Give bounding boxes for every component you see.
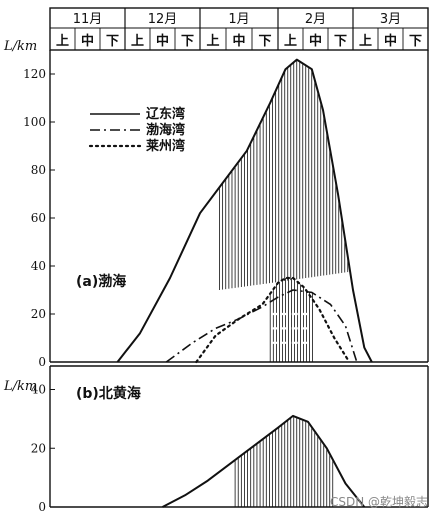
- decade-label: 上: [131, 34, 144, 49]
- legend-label: 辽东湾: [146, 106, 185, 122]
- legend-label: 莱州湾: [146, 138, 185, 154]
- y-tick-label: 40: [31, 383, 46, 397]
- watermark-text: CSDN @乾坤毅志: [330, 494, 428, 509]
- decade-label: 中: [156, 33, 169, 49]
- y-tick-label: 20: [31, 441, 46, 455]
- y-tick-label: 0: [38, 500, 46, 514]
- decade-label: 下: [334, 34, 347, 49]
- decade-label: 中: [81, 33, 94, 49]
- y-tick-label: 80: [31, 163, 46, 177]
- series-line-莱州湾: [195, 276, 351, 364]
- panel-a-label: (a)渤海: [76, 273, 126, 290]
- decade-label: 下: [258, 34, 271, 49]
- y-tick-label: 60: [31, 211, 46, 225]
- decade-label: 中: [232, 33, 245, 49]
- decade-label: 上: [56, 34, 69, 49]
- decade-label: 下: [181, 34, 194, 49]
- y-tick-label: 20: [31, 307, 46, 321]
- decade-label: 上: [206, 34, 219, 49]
- legend-label: 渤海湾: [146, 122, 185, 138]
- decade-label: 上: [359, 34, 372, 49]
- y-tick-label: 100: [23, 115, 46, 129]
- month-label: 1月: [228, 12, 249, 27]
- month-label: 11月: [73, 12, 103, 27]
- y-tick-label: 40: [31, 259, 46, 273]
- month-header: 11月上中下12月上中下1月上中下2月上中下3月上中下: [49, 7, 429, 51]
- series-line-main: [162, 414, 366, 508]
- y-axis-label: L/km: [3, 39, 37, 54]
- panel-b-north-yellow-sea: L/km 0 20 40 (b)北黄海: [3, 365, 429, 514]
- month-label: 2月: [305, 12, 326, 27]
- header-frame: [49, 7, 429, 51]
- decade-label: 中: [384, 33, 397, 49]
- decade-label: 下: [106, 34, 119, 49]
- y-tick-label: 120: [23, 67, 46, 81]
- panel-b-label: (b)北黄海: [76, 385, 141, 402]
- month-label: 12月: [148, 12, 178, 27]
- decade-label: 上: [284, 34, 297, 49]
- month-label: 3月: [380, 12, 401, 27]
- decade-label: 下: [409, 34, 422, 49]
- decade-label: 中: [309, 33, 322, 49]
- y-axis-label: L/km: [3, 379, 37, 394]
- series-line-辽东湾: [116, 58, 373, 363]
- y-tick-label: 0: [38, 355, 46, 369]
- series-line-渤海湾: [165, 289, 358, 363]
